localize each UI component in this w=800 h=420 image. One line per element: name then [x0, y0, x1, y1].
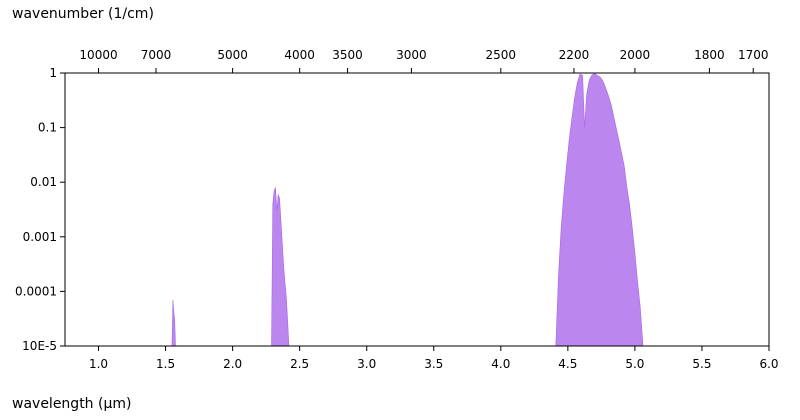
top-tick-label: 3500: [332, 48, 363, 62]
x-tick-label: 1.5: [156, 357, 175, 371]
series-band-1: [271, 187, 290, 347]
series-band-0: [171, 299, 176, 347]
top-axis-title: wavenumber (1/cm): [12, 6, 154, 22]
y-tick-label: 0.0001: [15, 284, 57, 298]
top-tick-label: 2200: [559, 48, 590, 62]
x-tick-label: 6.0: [759, 357, 778, 371]
series-layer: [171, 73, 644, 347]
x-tick-label: 5.5: [692, 357, 711, 371]
x-tick-label: 2.5: [290, 357, 309, 371]
series-band-2: [555, 73, 644, 347]
x-tick-label: 2.0: [223, 357, 242, 371]
x-tick-label: 3.5: [424, 357, 443, 371]
top-tick-label: 5000: [217, 48, 248, 62]
plot-frame: [64, 72, 770, 347]
x-tick-label: 4.0: [491, 357, 510, 371]
y-tick-label: 1: [49, 66, 57, 80]
x-tick-label: 1.0: [89, 357, 108, 371]
top-tick-label: 3000: [396, 48, 427, 62]
y-tick-label: 0.01: [30, 175, 57, 189]
axes-layer: 1.0 1.5 2.0 2.5 3.0 3.5 4.0 4.5 5.0 5.5 6.0 10000 70…: [15, 48, 779, 371]
top-tick-label: 2500: [486, 48, 517, 62]
top-tick-label: 1700: [738, 48, 769, 62]
top-tick-label: 2000: [620, 48, 651, 62]
bottom-axis-title: wavelength (µm): [12, 396, 132, 412]
top-tick-label: 4000: [284, 48, 315, 62]
x-tick-label: 3.0: [357, 357, 376, 371]
top-tick-label: 10000: [79, 48, 117, 62]
top-tick-label: 7000: [141, 48, 172, 62]
y-tick-label: 0.1: [38, 121, 57, 135]
x-tick-label: 4.5: [558, 357, 577, 371]
y-tick-label: 0.001: [23, 230, 57, 244]
top-tick-label: 1800: [694, 48, 725, 62]
y-tick-label: 10E-5: [22, 339, 57, 353]
x-tick-label: 5.0: [625, 357, 644, 371]
